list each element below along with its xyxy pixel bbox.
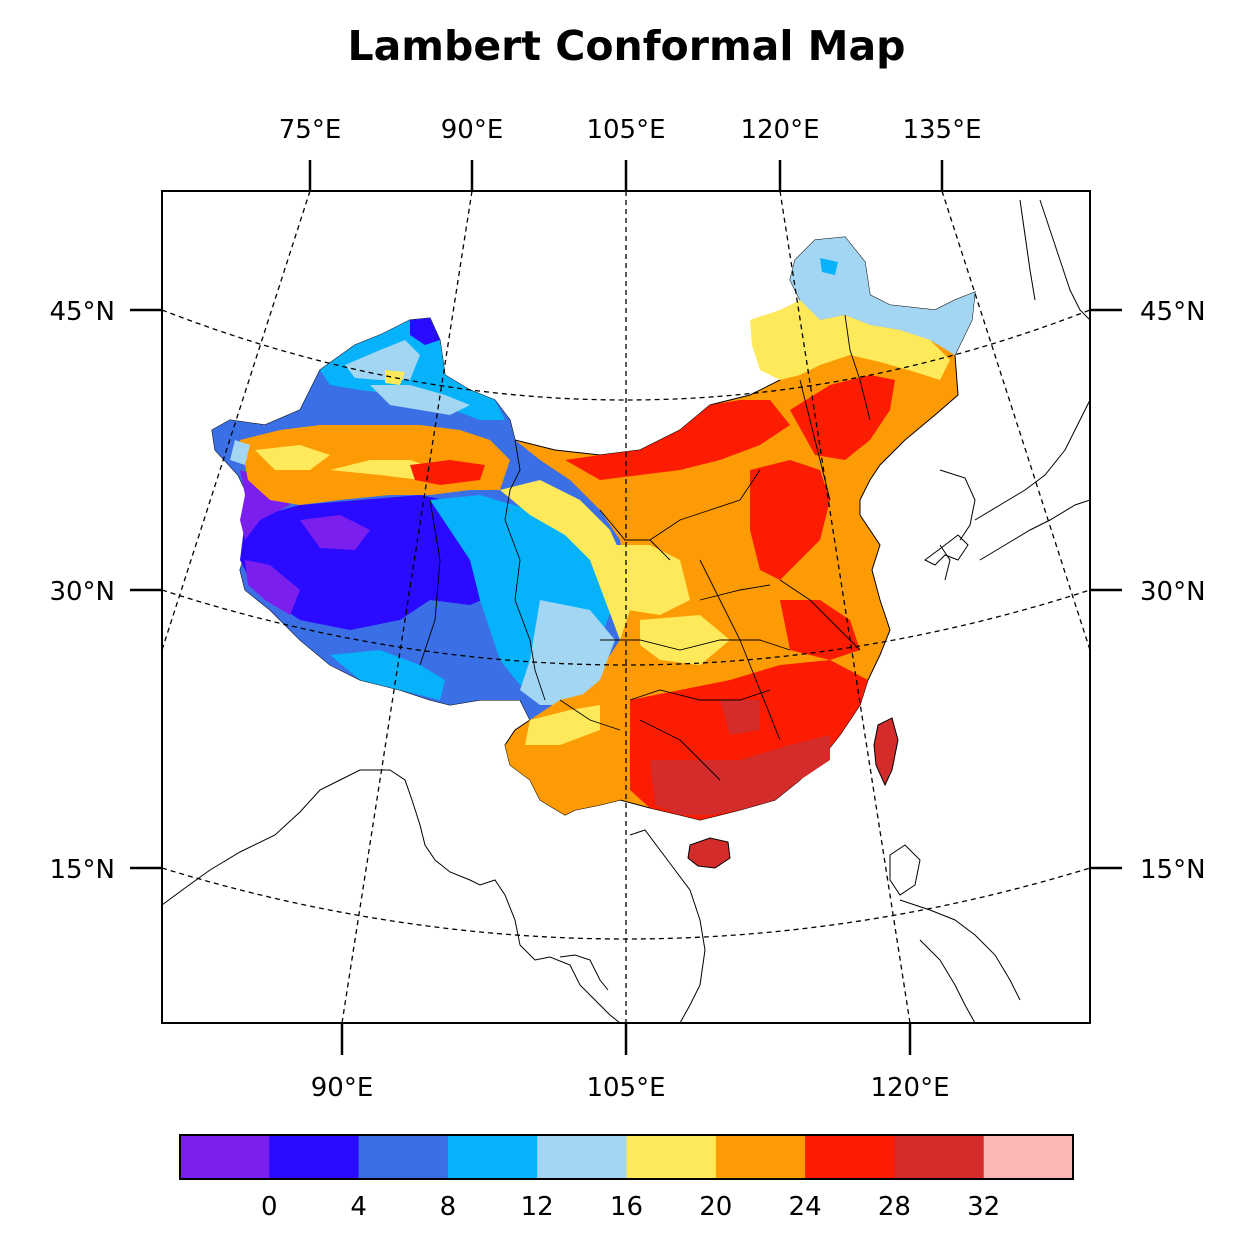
colorbar-segment (358, 1135, 449, 1179)
top-lon-label: 135°E (902, 115, 981, 145)
axis-ticks (130, 160, 1122, 1055)
colorbar-segment (447, 1135, 538, 1179)
right-lat-label: 30°N (1140, 577, 1206, 607)
colorbar-segment (626, 1135, 717, 1179)
colorbar-tick-label: 20 (699, 1192, 732, 1222)
province-boundaries (419, 314, 871, 781)
colorbar-segment (715, 1135, 806, 1179)
colorbar-tick-label: 0 (261, 1192, 278, 1222)
colorbar-segment (537, 1135, 627, 1179)
colorbar-border (179, 1134, 1074, 1180)
top-lon-label: 75°E (279, 115, 342, 145)
colorbar-segment (180, 1135, 270, 1179)
colorbar-segment (269, 1135, 360, 1179)
colorbar-tick-label: 28 (878, 1192, 911, 1222)
colorbar-tick-label: 16 (610, 1192, 643, 1222)
bottom-lon-label: 90°E (311, 1073, 374, 1103)
bottom-lon-label: 120°E (870, 1073, 949, 1103)
top-lon-label: 105°E (586, 115, 665, 145)
top-lon-labels: 75°E 90°E 105°E 120°E 135°E (279, 115, 982, 145)
colorbar-segment (983, 1135, 1074, 1179)
left-lat-label: 45°N (49, 297, 115, 327)
top-lon-label: 120°E (740, 115, 819, 145)
right-lat-labels: 45°N 30°N 15°N (1140, 297, 1206, 885)
left-lat-label: 30°N (49, 577, 115, 607)
left-lat-label: 15°N (49, 855, 115, 885)
gridlines (162, 191, 1090, 1023)
colorbar-tick-label: 24 (789, 1192, 822, 1222)
colorbar-tick-label: 12 (521, 1192, 554, 1222)
map-title: Lambert Conformal Map (347, 22, 906, 70)
left-lat-labels: 45°N 30°N 15°N (49, 297, 115, 885)
right-lat-label: 15°N (1140, 855, 1206, 885)
colorbar-tick-label: 4 (350, 1192, 367, 1222)
temperature-field (211, 236, 976, 869)
colorbar-tick-label: 32 (967, 1192, 1000, 1222)
colorbar: 0 4 8 12 16 20 24 28 32 (179, 1134, 1074, 1222)
bottom-lon-labels: 90°E 105°E 120°E (311, 1073, 950, 1103)
top-lon-label: 90°E (441, 115, 504, 145)
bottom-lon-label: 105°E (586, 1073, 665, 1103)
neighbor-coastlines (162, 199, 1090, 1023)
colorbar-segment (894, 1135, 985, 1179)
colorbar-segment (805, 1135, 895, 1179)
colorbar-tick-label: 8 (440, 1192, 457, 1222)
right-lat-label: 45°N (1140, 297, 1206, 327)
